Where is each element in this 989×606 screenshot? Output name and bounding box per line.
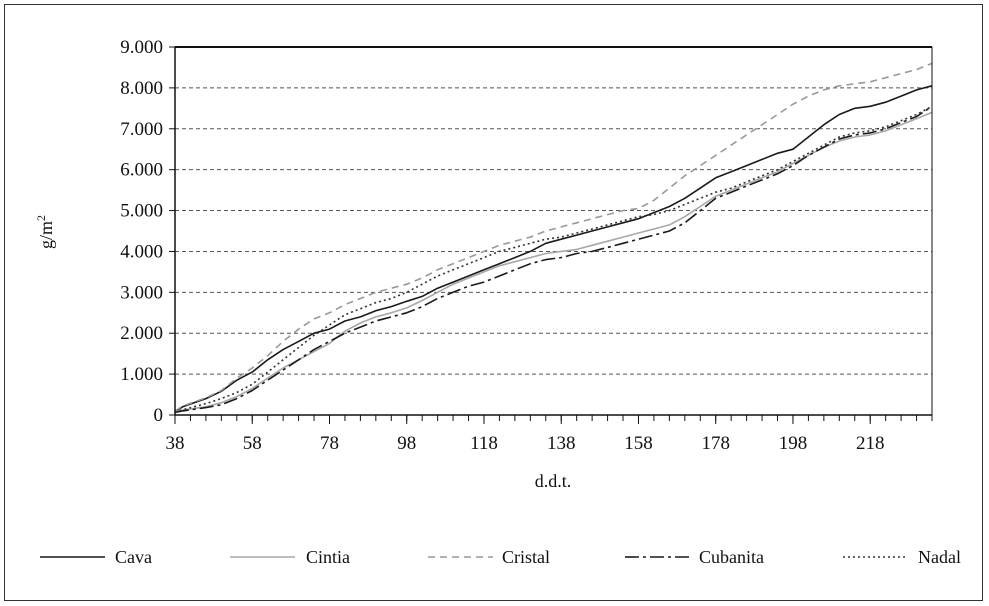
x-tick-label: 158: [624, 433, 653, 454]
legend: Cava Cintia Cristal Cubanita Nadal: [40, 547, 961, 567]
y-axis-title: g/m2: [34, 215, 56, 249]
x-tick-label: 138: [547, 433, 576, 454]
y-tick-label: 0: [154, 405, 164, 426]
chart-frame: [4, 4, 983, 601]
y-tick-label: 2.000: [120, 323, 163, 344]
series-line-cava: [174, 85, 933, 413]
y-tick-label: 6.000: [120, 160, 163, 181]
grid-lines: [175, 46, 932, 375]
legend-label-cubanita: Cubanita: [699, 547, 764, 567]
y-tick-label: 8.000: [120, 78, 163, 99]
axes: 0 1.000 2.000 3.000 4.000 5.000 6.000 7.000 8.00…: [120, 37, 933, 454]
series-line-nadal: [174, 105, 933, 414]
series-line-cintia: [174, 111, 933, 413]
y-tick-label: 1.000: [120, 364, 163, 385]
x-tick-label: 178: [701, 433, 730, 454]
x-tick-label: 58: [243, 433, 262, 454]
legend-label-nadal: Nadal: [918, 547, 961, 567]
y-tick-label: 3.000: [120, 282, 163, 303]
y-tick-label: 9.000: [120, 37, 163, 58]
x-tick-label: 118: [470, 433, 498, 454]
x-tick-label: 218: [856, 433, 885, 454]
y-tick-label: 7.000: [120, 119, 163, 140]
series-line-cristal: [174, 62, 933, 412]
series-lines: [174, 62, 933, 414]
y-axis-title-superscript: 2: [34, 215, 48, 221]
x-tick-label: 98: [397, 433, 416, 454]
y-tick-label: 5.000: [120, 201, 163, 222]
legend-label-cristal: Cristal: [502, 547, 550, 567]
series-line-cubanita: [174, 105, 933, 414]
y-tick-label: 4.000: [120, 241, 163, 262]
y-axis-title-text: g/m: [36, 221, 56, 249]
legend-label-cintia: Cintia: [306, 547, 350, 567]
x-tick-label: 198: [779, 433, 808, 454]
legend-label-cava: Cava: [115, 547, 152, 567]
x-tick-label: 38: [166, 433, 185, 454]
x-axis-title: d.d.t.: [535, 471, 572, 491]
x-tick-label: 78: [320, 433, 339, 454]
